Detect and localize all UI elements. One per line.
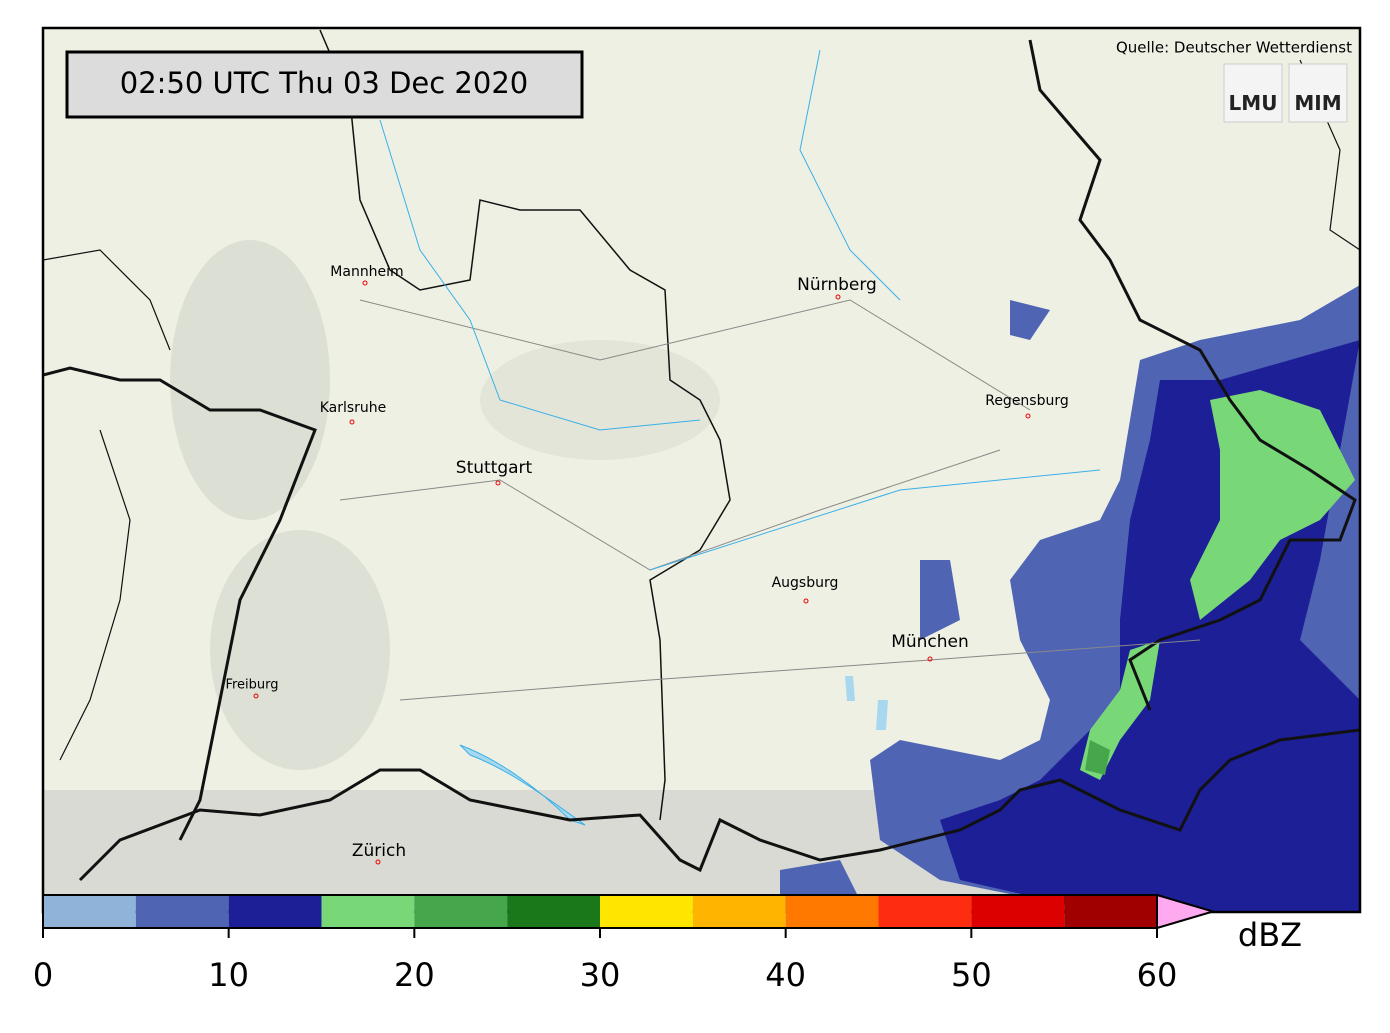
city-label: Zürich [352, 841, 406, 861]
borders [43, 29, 1360, 882]
logo: MIM [1294, 91, 1341, 115]
city-dot [253, 693, 259, 699]
logo: LMU [1229, 91, 1278, 115]
city-dot [362, 280, 368, 286]
city-label: Augsburg [772, 575, 839, 591]
colorbar-swatch [228, 895, 322, 928]
colorbar-tick-label: 0 [33, 956, 53, 994]
colorbar-swatch [600, 895, 693, 928]
colorbar-swatch [692, 895, 786, 928]
city-label: Mannheim [330, 264, 403, 280]
colorbar-swatch [321, 895, 415, 928]
city-label: Regensburg [985, 393, 1069, 409]
colorbar-tick-label: 60 [1137, 956, 1178, 994]
city-label: Stuttgart [456, 458, 533, 478]
colorbar-swatch [414, 895, 508, 928]
timestamp-box [65, 50, 584, 119]
city-dot [1025, 413, 1031, 419]
colorbar-label: dBZ [1238, 916, 1302, 954]
colorbar-swatch [43, 895, 136, 928]
radar-echoes [780, 285, 1360, 912]
colorbar-tick-label: 10 [208, 956, 249, 994]
colorbar-swatch [971, 895, 1065, 928]
colorbar-tick-label: 50 [951, 956, 992, 994]
colorbar-swatch [785, 895, 879, 928]
city-dot [803, 598, 809, 604]
colorbar-tick-label: 40 [765, 956, 806, 994]
logo-box [1223, 63, 1283, 123]
city-dot [495, 480, 501, 486]
logo-box [1288, 63, 1348, 123]
city-dot [375, 859, 381, 865]
city-dot [349, 419, 355, 425]
colorbar-tick-label: 30 [580, 956, 621, 994]
colorbar-tick-label: 20 [394, 956, 435, 994]
colorbar-swatch [135, 895, 229, 928]
city-label: Freiburg [225, 678, 278, 693]
colorbar-swatch [878, 895, 972, 928]
city-label: Karlsruhe [320, 400, 387, 416]
city-label: Nürnberg [797, 275, 877, 295]
city-dot [835, 294, 841, 300]
colorbar-swatch [507, 895, 600, 928]
source: Quelle: Deutscher Wetterdienst [1116, 39, 1352, 57]
city-dot [927, 656, 933, 662]
colorbar-swatch [1064, 895, 1157, 928]
timestamp: 02:50 UTC Thu 03 Dec 2020 [120, 66, 528, 100]
city-label: München [891, 632, 969, 652]
